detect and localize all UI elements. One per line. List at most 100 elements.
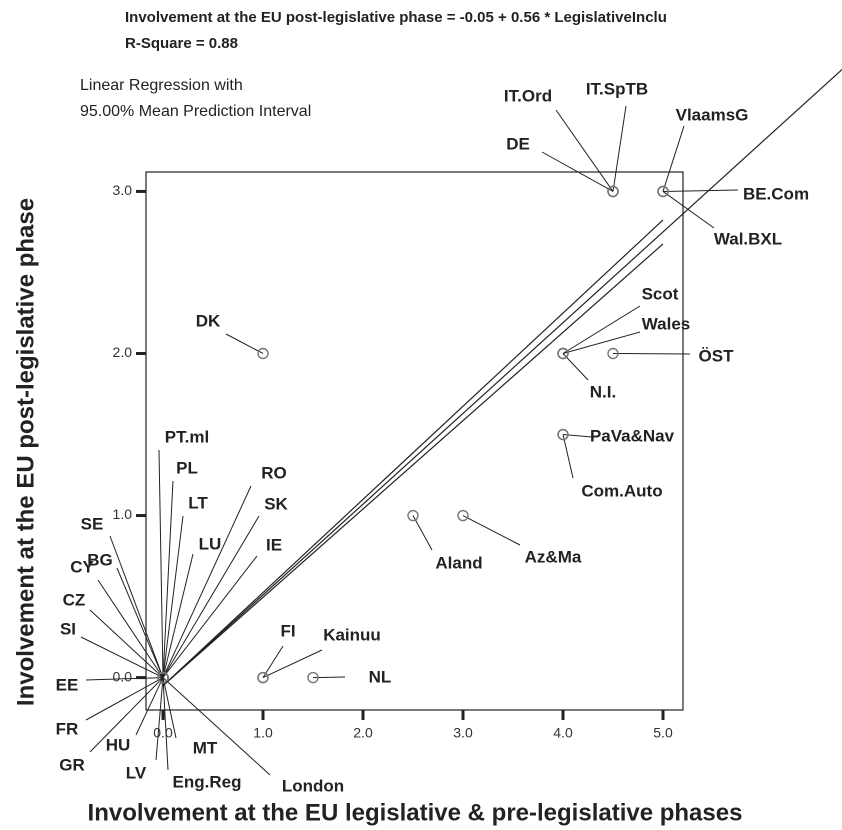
leader-line [162, 515, 184, 678]
leader-line [562, 434, 574, 479]
y-axis-title: Involvement at the EU post-legislative p… [12, 198, 39, 706]
point-label: SE [81, 514, 104, 533]
leader-line [262, 649, 323, 679]
point-label: DK [196, 311, 221, 330]
point-label: GR [59, 755, 85, 774]
point-label: IE [266, 535, 282, 554]
point-label: LV [126, 763, 147, 782]
point [607, 347, 619, 360]
x-tick-label: 5.0 [653, 725, 673, 741]
leader-line [89, 677, 164, 753]
point [557, 347, 569, 360]
point-label: NL [369, 667, 392, 686]
point-label: BE.Com [743, 184, 809, 203]
point-label: Wales [642, 314, 691, 333]
point-label: PaVa&Nav [590, 426, 675, 445]
x-tick-label: 4.0 [553, 725, 573, 741]
point-label: MT [193, 738, 218, 757]
leader-line [562, 305, 641, 354]
leader-line [555, 109, 614, 192]
point [407, 509, 419, 522]
point-label: IT.Ord [504, 86, 552, 105]
leader-line [162, 553, 194, 678]
leader-line [162, 677, 271, 776]
point-label: VlaamsG [676, 105, 749, 124]
point-label: Com.Auto [581, 481, 662, 500]
point-label: Az&Ma [525, 547, 582, 566]
point-label: HU [106, 735, 131, 754]
chart-subtitle: R-Square = 0.88 [125, 35, 238, 52]
point [257, 671, 269, 684]
leader-line [116, 567, 164, 678]
x-tick-label: 0.0 [153, 725, 173, 741]
legend-text: Linear Regression with [80, 77, 243, 94]
leader-line [158, 449, 164, 678]
x-tick-label: 1.0 [253, 725, 273, 741]
point [607, 185, 619, 198]
leader-line [97, 579, 164, 678]
leader-line [135, 677, 164, 736]
leader-line [662, 191, 715, 229]
prediction-band [162, 219, 664, 687]
point [557, 428, 569, 441]
leader-line [412, 515, 433, 551]
point-label: LT [188, 493, 208, 512]
leader-line [80, 636, 164, 679]
leader-line [662, 189, 739, 192]
point-label: SK [264, 494, 288, 513]
point-label: PL [176, 458, 198, 477]
leader-line [85, 677, 164, 721]
point [657, 185, 669, 198]
point-label: N.I. [590, 382, 616, 401]
y-tick-label: 3.0 [113, 182, 133, 198]
leader-line [162, 515, 260, 678]
leader-line [162, 485, 252, 678]
point-label: FR [56, 719, 79, 738]
x-axis-title: Involvement at the EU legislative & pre-… [88, 799, 743, 826]
plot-frame [145, 171, 684, 711]
fit-line [162, 69, 842, 687]
point-label: BG [87, 550, 113, 569]
point-label: Aland [435, 553, 482, 572]
leader-line [89, 609, 164, 678]
x-tick-label: 2.0 [353, 725, 373, 741]
leader-line [225, 333, 264, 354]
legend-text: 95.00% Mean Prediction Interval [80, 103, 311, 120]
leader-line [109, 535, 164, 678]
point-label: CZ [63, 590, 86, 609]
leader-line [162, 677, 177, 739]
point-label: Kainuu [323, 625, 381, 644]
point [257, 347, 269, 360]
y-tick-label: 1.0 [113, 506, 133, 522]
y-tick-label: 2.0 [113, 344, 133, 360]
point-label: LU [199, 534, 222, 553]
leader-line [85, 677, 164, 681]
point-label: ÖST [699, 346, 735, 365]
leader-line [612, 105, 627, 192]
point-label: DE [506, 134, 530, 153]
leader-line [562, 331, 641, 354]
leader-line [262, 645, 284, 678]
point-label: Wal.BXL [714, 229, 782, 248]
y-tick-label: 0.0 [113, 668, 133, 684]
leader-line [162, 677, 169, 771]
point [157, 671, 169, 684]
leader-line [462, 515, 521, 546]
point-label: London [282, 776, 344, 795]
point-label: FI [280, 621, 295, 640]
leader-line [162, 480, 174, 678]
leader-line [662, 125, 685, 192]
prediction-band [162, 243, 664, 687]
point-label: Scot [642, 284, 679, 303]
point-label: RO [261, 463, 287, 482]
leader-line [541, 151, 614, 192]
point-label: EE [56, 675, 79, 694]
point-label: SI [60, 619, 76, 638]
leader-line [562, 353, 589, 381]
point-label: CY [70, 557, 94, 576]
chart-title: Involvement at the EU post-legislative p… [125, 9, 667, 26]
point [307, 671, 319, 684]
leader-line [155, 677, 164, 761]
point-label: IT.SpTB [586, 79, 648, 98]
